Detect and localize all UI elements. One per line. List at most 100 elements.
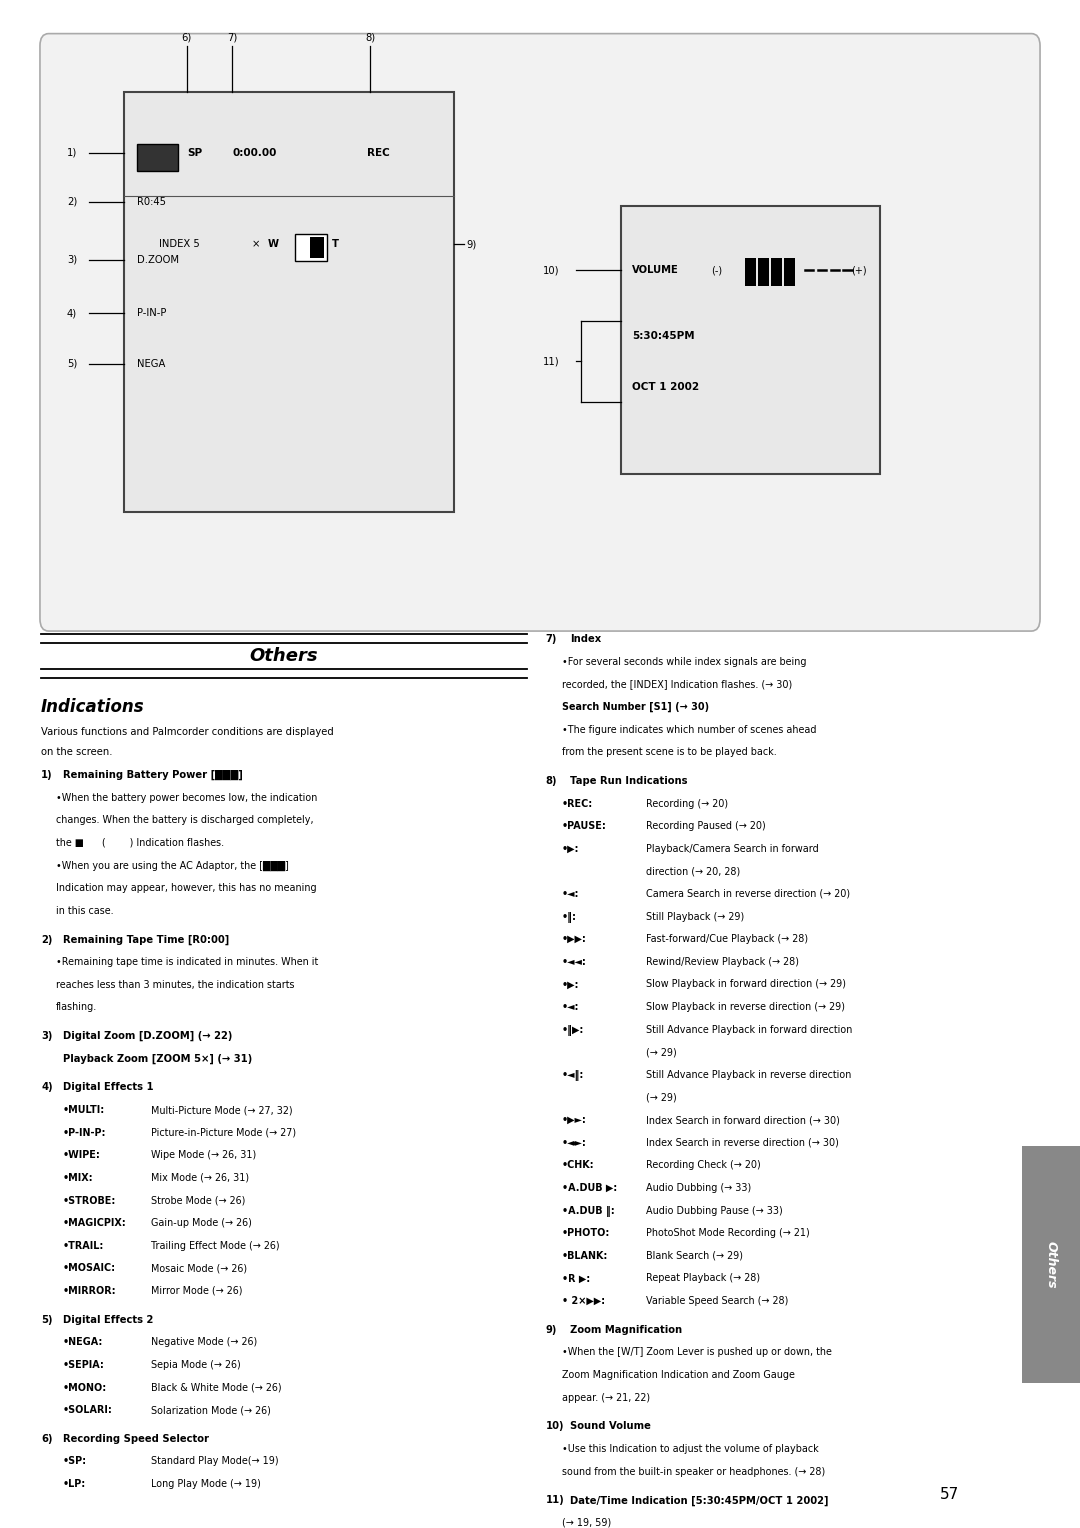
Text: 8): 8) [545,776,557,785]
Text: flashing.: flashing. [56,1002,97,1013]
Text: T: T [332,240,338,249]
Text: 4): 4) [41,1082,53,1093]
Text: •WIPE:: •WIPE: [63,1151,100,1160]
Text: R0:45: R0:45 [137,197,166,206]
Text: •PHOTO:: •PHOTO: [562,1229,610,1238]
Text: Long Play Mode (→ 19): Long Play Mode (→ 19) [151,1479,261,1490]
Text: •◄‖:: •◄‖: [562,1070,584,1080]
Text: 9): 9) [467,240,476,249]
Text: Rewind/Review Playback (→ 28): Rewind/Review Playback (→ 28) [646,957,799,967]
Text: NEGA: NEGA [137,359,165,368]
Text: •▶:: •▶: [562,979,579,990]
Text: Playback Zoom [ZOOM 5×] (→ 31): Playback Zoom [ZOOM 5×] (→ 31) [63,1054,252,1063]
Text: 10): 10) [545,1421,564,1432]
Text: Zoom Magnification: Zoom Magnification [570,1325,683,1335]
Text: REC: REC [367,148,390,157]
Text: 4): 4) [67,309,77,318]
Text: Mosaic Mode (→ 26): Mosaic Mode (→ 26) [151,1264,247,1273]
Bar [621,206,880,474]
Text: Digital Effects 1: Digital Effects 1 [63,1082,153,1093]
Text: in this case.: in this case. [56,906,113,915]
Text: Indication may appear, however, this has no meaning: Indication may appear, however, this has… [56,883,316,894]
Text: ×: × [252,240,260,249]
Text: •The figure indicates which number of scenes ahead: •The figure indicates which number of sc… [562,724,816,735]
Text: •A.DUB ‖:: •A.DUB ‖: [562,1206,615,1216]
Text: •For several seconds while index signals are being: •For several seconds while index signals… [562,657,806,666]
Text: Index Search in reverse direction (→ 30): Index Search in reverse direction (→ 30) [646,1138,839,1148]
Text: (→ 29): (→ 29) [646,1047,676,1057]
Text: •When the battery power becomes low, the indication: •When the battery power becomes low, the… [56,793,318,802]
Text: Negative Mode (→ 26): Negative Mode (→ 26) [151,1337,257,1348]
Text: Blank Search (→ 29): Blank Search (→ 29) [646,1251,743,1261]
Text: •MIRROR:: •MIRROR: [63,1287,117,1296]
Text: •▶▶:: •▶▶: [562,934,586,944]
Text: •When you are using the AC Adaptor, the [███]: •When you are using the AC Adaptor, the … [56,860,289,871]
Bar [1022,1146,1080,1383]
Text: 2): 2) [67,197,77,206]
Text: 2): 2) [41,935,53,944]
Text: 8): 8) [365,32,376,43]
Text: Index Search in forward direction (→ 30): Index Search in forward direction (→ 30) [646,1115,840,1125]
Text: W: W [268,240,279,249]
Text: 7): 7) [545,634,557,645]
Text: •STROBE:: •STROBE: [63,1195,116,1206]
Text: (→ 19, 59): (→ 19, 59) [562,1517,611,1528]
Text: Gain-up Mode (→ 26): Gain-up Mode (→ 26) [151,1218,252,1229]
Text: •BLANK:: •BLANK: [562,1251,608,1261]
Bar [124,92,454,512]
Text: 11): 11) [543,356,559,367]
Text: direction (→ 20, 28): direction (→ 20, 28) [646,866,740,877]
Text: •◄:: •◄: [562,1002,579,1012]
Text: •TRAIL:: •TRAIL: [63,1241,104,1251]
Bar [758,258,769,286]
Text: •MULTI:: •MULTI: [63,1105,105,1115]
Text: VOLUME: VOLUME [632,266,678,275]
Text: Audio Dubbing (→ 33): Audio Dubbing (→ 33) [646,1183,751,1193]
Text: (→ 29): (→ 29) [646,1093,676,1103]
Text: 11): 11) [545,1496,564,1505]
Text: Sound Volume: Sound Volume [570,1421,651,1432]
Text: •R ▶:: •R ▶: [562,1273,590,1284]
Text: •‖▶:: •‖▶: [562,1025,584,1036]
Text: Still Advance Playback in reverse direction: Still Advance Playback in reverse direct… [646,1070,851,1080]
Text: Recording Speed Selector: Recording Speed Selector [63,1433,208,1444]
Text: •SEPIA:: •SEPIA: [63,1360,105,1371]
Text: 3): 3) [67,255,77,264]
Text: Picture-in-Picture Mode (→ 27): Picture-in-Picture Mode (→ 27) [151,1128,296,1138]
Text: Fast-forward/Cue Playback (→ 28): Fast-forward/Cue Playback (→ 28) [646,934,808,944]
Text: •A.DUB ▶:: •A.DUB ▶: [562,1183,617,1193]
Text: 6): 6) [41,1433,53,1444]
Text: Index: Index [570,634,602,645]
Text: Variable Speed Search (→ 28): Variable Speed Search (→ 28) [646,1296,788,1306]
Text: recorded, the [INDEX] Indication flashes. (→ 30): recorded, the [INDEX] Indication flashes… [562,680,792,689]
Text: Slow Playback in reverse direction (→ 29): Slow Playback in reverse direction (→ 29… [646,1002,845,1012]
Text: •When the [W/T] Zoom Lever is pushed up or down, the: •When the [W/T] Zoom Lever is pushed up … [562,1348,832,1357]
Text: •MONO:: •MONO: [63,1383,107,1392]
Text: 5:30:45PM: 5:30:45PM [632,332,694,341]
Text: Digital Zoom [D.ZOOM] (→ 22): Digital Zoom [D.ZOOM] (→ 22) [63,1031,232,1042]
Text: • 2×▶▶:: • 2×▶▶: [562,1296,605,1306]
Text: 1): 1) [67,148,77,157]
Bar [295,234,327,261]
Text: 3): 3) [41,1031,53,1041]
Bar [771,258,782,286]
Text: OCT 1 2002: OCT 1 2002 [632,382,699,391]
Text: 5): 5) [41,1314,53,1325]
Text: Playback/Camera Search in forward: Playback/Camera Search in forward [646,843,819,854]
Text: •◄:: •◄: [562,889,579,898]
Text: 9): 9) [545,1325,557,1335]
Text: Digital Effects 2: Digital Effects 2 [63,1314,153,1325]
Text: Remaining Battery Power [███]: Remaining Battery Power [███] [63,770,243,781]
Text: Strobe Mode (→ 26): Strobe Mode (→ 26) [151,1195,245,1206]
Text: Recording Paused (→ 20): Recording Paused (→ 20) [646,821,766,831]
Text: •◄►:: •◄►: [562,1138,586,1148]
Text: Audio Dubbing Pause (→ 33): Audio Dubbing Pause (→ 33) [646,1206,783,1216]
Text: •SOLARI:: •SOLARI: [63,1406,112,1415]
Text: SP: SP [187,148,202,157]
Text: Slow Playback in forward direction (→ 29): Slow Playback in forward direction (→ 29… [646,979,846,990]
Bar [310,237,324,258]
Text: Solarization Mode (→ 26): Solarization Mode (→ 26) [151,1406,271,1415]
Bar [745,258,756,286]
Text: from the present scene is to be played back.: from the present scene is to be played b… [562,747,777,758]
Text: •MAGICPIX:: •MAGICPIX: [63,1218,126,1229]
